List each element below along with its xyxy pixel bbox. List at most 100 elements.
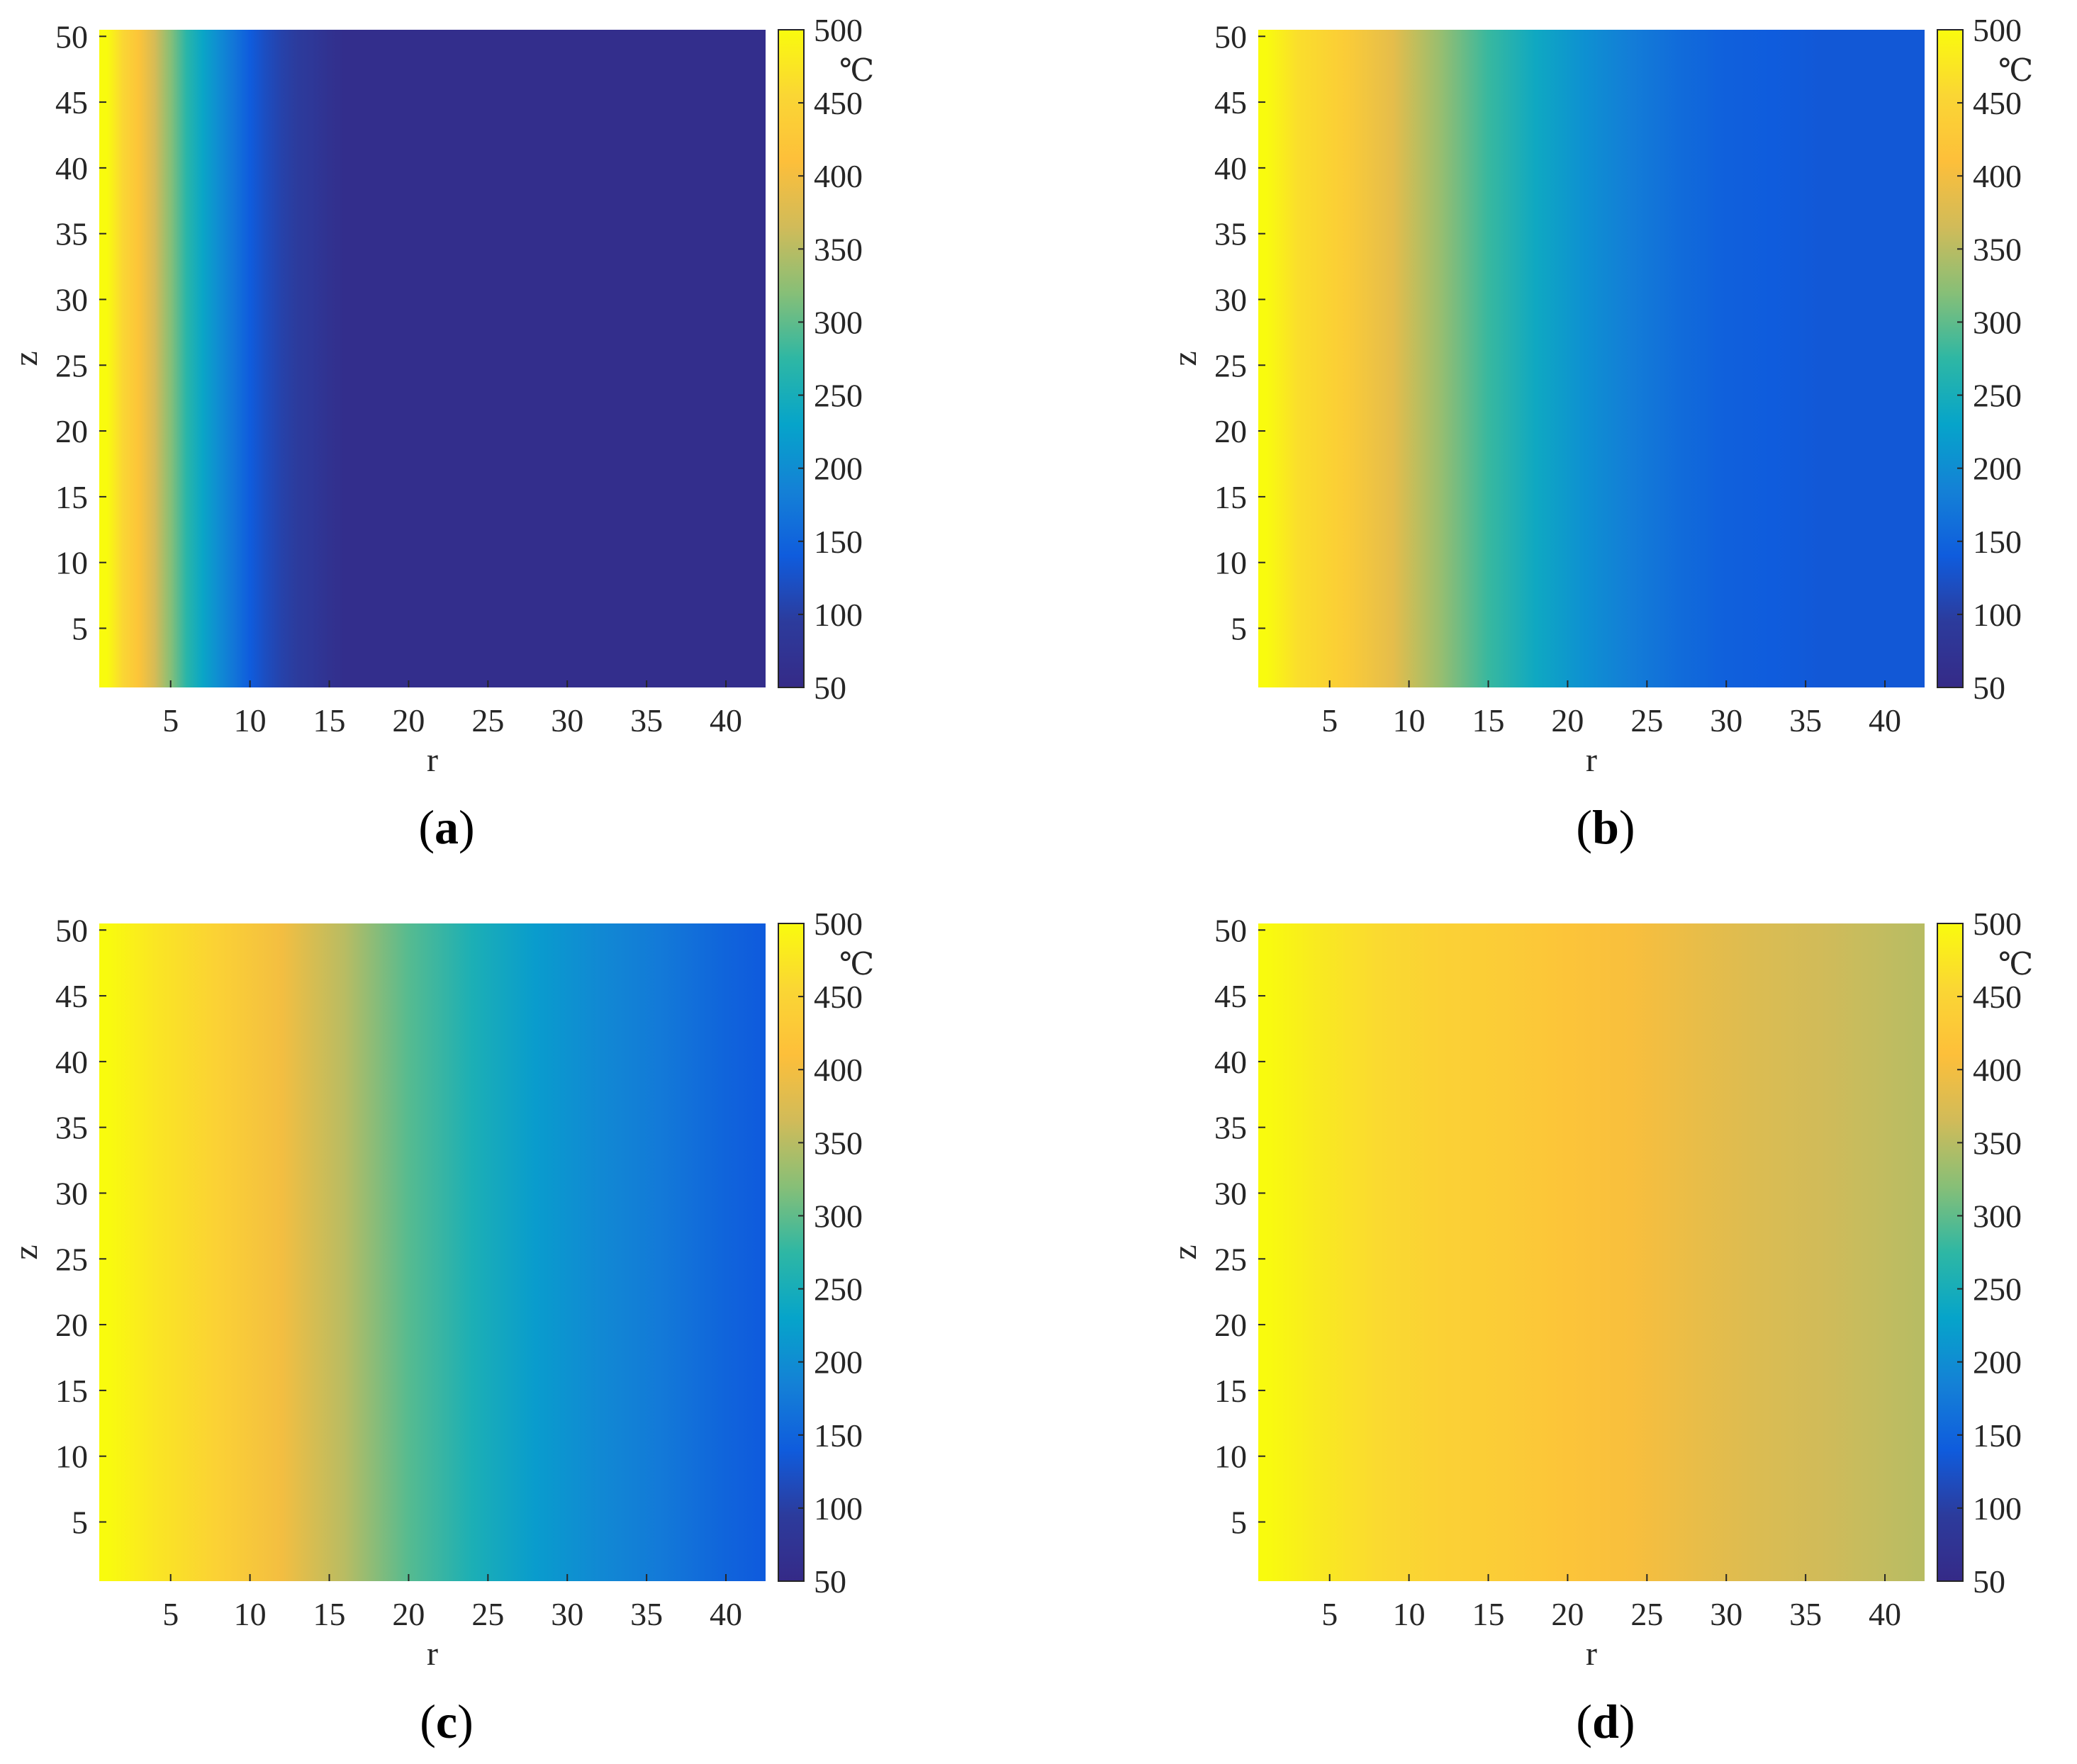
x-tick-label: 5 [1321, 702, 1338, 738]
colorbar-tick-label: 100 [814, 1490, 863, 1527]
y-axis-label: z [1166, 351, 1204, 366]
colorbar-tick-label: 450 [814, 979, 863, 1015]
y-tick-label: 50 [1214, 18, 1247, 55]
x-tick-label: 35 [630, 1596, 663, 1632]
y-tick-label: 5 [1231, 1504, 1247, 1540]
colorbar-tick-label: 250 [1973, 378, 2022, 414]
y-tick-label: 40 [55, 1044, 88, 1080]
colorbar-tick-label: 200 [1973, 451, 2022, 487]
colorbar-unit: ℃ [1998, 946, 2033, 982]
y-axis-label: z [1166, 1245, 1204, 1259]
y-tick-label: 15 [1214, 479, 1247, 515]
panel-c: 5 10 15 20 25 30 35 40 5 10 15 20 25 30 35 40 45 50 r z 50 10… [7, 906, 874, 1748]
panel-d: 5 10 15 20 25 30 35 40 5 10 15 20 25 30 35 40 45 50 r z 50 10… [1166, 906, 2033, 1748]
x-tick-label: 15 [1472, 702, 1505, 738]
y-tick-label: 15 [1214, 1373, 1247, 1409]
colorbar-tick-label: 400 [1973, 158, 2022, 194]
x-tick-label: 30 [551, 702, 583, 738]
colorbar-tick-label: 250 [814, 1271, 863, 1308]
y-tick-label: 40 [1214, 1044, 1247, 1080]
y-tick-label: 10 [55, 545, 88, 581]
colorbar-tick-label: 50 [814, 1563, 846, 1600]
colorbar-tick-label: 400 [814, 158, 863, 194]
colorbar-tick-label: 400 [814, 1052, 863, 1088]
colorbar-tick-label: 100 [1973, 1490, 2022, 1527]
x-axis-label: r [427, 741, 438, 779]
colorbar-tick-label: 200 [1973, 1344, 2022, 1381]
y-tick-label: 35 [1214, 1110, 1247, 1146]
colorbar-tick-label: 450 [1973, 85, 2022, 121]
colorbar [778, 29, 805, 688]
y-tick-label: 40 [55, 150, 88, 186]
colorbar-tick-label: 150 [1973, 1417, 2022, 1454]
x-tick-label: 40 [710, 702, 742, 738]
x-tick-label: 25 [471, 1596, 504, 1632]
y-tick-label: 45 [55, 84, 88, 120]
colorbar-tick-label: 50 [1973, 1563, 2005, 1600]
y-tick-label: 50 [55, 912, 88, 948]
y-tick-label: 25 [55, 347, 88, 383]
x-tick-label: 20 [392, 702, 425, 738]
y-tick-label: 45 [1214, 84, 1247, 120]
colorbar [1937, 29, 1964, 688]
x-tick-label: 40 [710, 1596, 742, 1632]
y-tick-label: 30 [1214, 281, 1247, 318]
y-axis-label: z [7, 351, 45, 366]
colorbar-tick-label: 500 [814, 906, 863, 942]
colorbar-tick-label: 250 [1973, 1271, 2022, 1308]
y-tick-label: 15 [55, 1373, 88, 1409]
x-tick-label: 15 [313, 702, 346, 738]
y-tick-label: 10 [1214, 545, 1247, 581]
x-tick-label: 30 [1710, 702, 1742, 738]
x-tick-label: 35 [1789, 702, 1822, 738]
y-tick-label: 50 [1214, 912, 1247, 948]
y-tick-label: 20 [55, 1307, 88, 1343]
y-tick-label: 40 [1214, 150, 1247, 186]
colorbar-tick-label: 100 [1973, 597, 2022, 633]
colorbar-tick-label: 300 [814, 1198, 863, 1234]
colorbar-tick-label: 100 [814, 597, 863, 633]
x-tick-label: 40 [1869, 1596, 1901, 1632]
colorbar-tick-label: 250 [814, 378, 863, 414]
colorbar-tick-label: 300 [814, 304, 863, 340]
panel-b: 5 10 15 20 25 30 35 40 5 10 15 20 25 30 35 40 45 50 r z 50 10… [1166, 12, 2033, 854]
x-tick-label: 5 [162, 1596, 179, 1632]
panel-label: (c) [420, 1695, 474, 1748]
y-tick-label: 30 [55, 1175, 88, 1211]
colorbar-tick-label: 50 [814, 670, 846, 706]
colorbar-tick-label: 500 [814, 12, 863, 48]
y-tick-label: 5 [72, 1504, 88, 1540]
colorbar-tick-label: 300 [1973, 1198, 2022, 1234]
x-tick-label: 35 [1789, 1596, 1822, 1632]
x-tick-label: 20 [1551, 1596, 1584, 1632]
y-tick-label: 5 [72, 610, 88, 646]
panel-label: (d) [1576, 1695, 1635, 1748]
colorbar [1937, 923, 1964, 1582]
colorbar-tick-label: 150 [1973, 524, 2022, 560]
y-tick-label: 35 [55, 1110, 88, 1146]
x-tick-label: 10 [234, 1596, 267, 1632]
colorbar-unit: ℃ [1998, 52, 2033, 89]
y-tick-label: 5 [1231, 610, 1247, 646]
panel-label: (a) [418, 800, 474, 854]
heatmap-field [99, 30, 766, 687]
colorbar-tick-label: 400 [1973, 1052, 2022, 1088]
panel-label: (b) [1576, 800, 1635, 854]
colorbar-unit: ℃ [839, 946, 874, 982]
colorbar-tick-label: 450 [1973, 979, 2022, 1015]
colorbar-tick-label: 350 [1973, 1125, 2022, 1161]
y-axis-label: z [7, 1245, 45, 1259]
y-tick-label: 45 [55, 978, 88, 1014]
y-tick-label: 20 [1214, 1307, 1247, 1343]
y-tick-label: 35 [55, 216, 88, 252]
y-tick-label: 15 [55, 479, 88, 515]
x-axis-label: r [1586, 1635, 1597, 1673]
colorbar-tick-label: 150 [814, 524, 863, 560]
x-axis-label: r [1586, 741, 1597, 779]
y-tick-label: 50 [55, 18, 88, 55]
colorbar-tick-label: 150 [814, 1417, 863, 1454]
x-tick-label: 10 [1393, 1596, 1426, 1632]
colorbar-tick-label: 500 [1973, 906, 2022, 942]
y-tick-label: 25 [1214, 1241, 1247, 1277]
